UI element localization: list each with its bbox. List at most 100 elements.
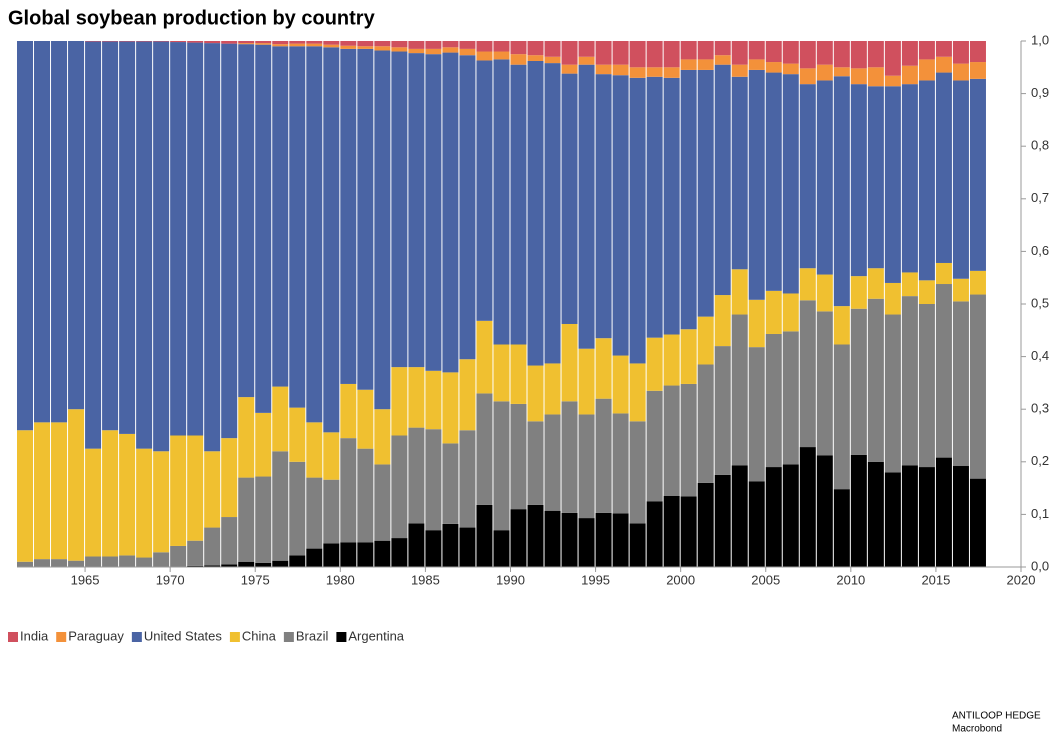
- bar-segment: [782, 74, 799, 294]
- bar-segment: [408, 523, 425, 567]
- bar-segment: [68, 41, 85, 410]
- bar-segment: [187, 540, 204, 566]
- bar-segment: [595, 338, 612, 399]
- bar-segment: [884, 314, 901, 473]
- bar-segment: [595, 512, 612, 567]
- bar-segment: [187, 435, 204, 541]
- bar-segment: [544, 510, 561, 567]
- bar-segment: [119, 555, 136, 567]
- bar-segment: [510, 54, 527, 65]
- x-tick-label: 2010: [836, 572, 865, 587]
- bar-segment: [952, 80, 969, 279]
- bar-segment: [680, 41, 697, 60]
- chart-title: Global soybean production by country: [8, 7, 376, 29]
- bar-segment: [544, 414, 561, 511]
- x-tick-label: 2005: [751, 572, 780, 587]
- bar-segment: [68, 409, 85, 561]
- bar-segment: [170, 435, 187, 546]
- bar-segment: [799, 84, 816, 269]
- bar-segment: [255, 43, 272, 45]
- bar-segment: [816, 41, 833, 65]
- bar-segment: [748, 299, 765, 348]
- bar-segment: [867, 298, 884, 462]
- y-tick-label: 0,3: [1031, 401, 1049, 416]
- bar-segment: [68, 560, 85, 567]
- bar-segment: [595, 41, 612, 65]
- bar-segment: [578, 518, 595, 567]
- bar-segment: [374, 409, 391, 465]
- bar-segment: [782, 464, 799, 567]
- bar-segment: [357, 389, 374, 449]
- bar-segment: [204, 43, 221, 452]
- bar-segment: [272, 451, 289, 561]
- bar-segment: [952, 278, 969, 302]
- bar-segment: [969, 478, 986, 567]
- bar-segment: [697, 69, 714, 317]
- bar-segment: [663, 77, 680, 335]
- bar-segment: [204, 451, 221, 528]
- bar-segment: [935, 457, 952, 567]
- bar-segment: [425, 54, 442, 371]
- bar-segment: [612, 513, 629, 567]
- bar-segment: [238, 397, 255, 478]
- bar-segment: [680, 329, 697, 384]
- bar-segment: [901, 296, 918, 466]
- bar-segment: [867, 67, 884, 87]
- bar-segment: [391, 538, 408, 567]
- bar-segment: [425, 530, 442, 567]
- bar-segment: [289, 407, 306, 462]
- bar-segment: [544, 41, 561, 57]
- bar-segment: [221, 517, 238, 565]
- bar-segment: [578, 41, 595, 57]
- bar-segment: [680, 496, 697, 567]
- bar-segment: [663, 334, 680, 386]
- y-tick-label: 0,7: [1031, 190, 1049, 205]
- bar-segment: [391, 435, 408, 539]
- bar-segment: [544, 56, 561, 64]
- bar-segment: [476, 41, 493, 52]
- bar-segment: [272, 46, 289, 387]
- bar-segment: [918, 304, 935, 468]
- y-tick-label: 0,1: [1031, 506, 1049, 521]
- bar-segment: [918, 59, 935, 81]
- bar-segment: [612, 413, 629, 514]
- bar-segment: [935, 72, 952, 263]
- bar-segment: [731, 314, 748, 466]
- bar-segment: [646, 501, 663, 567]
- bar-segment: [238, 44, 255, 398]
- bar-segment: [680, 69, 697, 330]
- bar-segment: [255, 412, 272, 477]
- bar-segment: [867, 461, 884, 567]
- bar-segment: [340, 383, 357, 439]
- bar-segment: [714, 346, 731, 475]
- bar-segment: [306, 422, 323, 478]
- bar-segment: [493, 344, 510, 402]
- bar-segment: [272, 44, 289, 47]
- bar-segment: [323, 543, 340, 567]
- bar-segment: [561, 401, 578, 513]
- bar-segment: [459, 430, 476, 528]
- bar-segment: [306, 46, 323, 423]
- bar-segment: [391, 41, 408, 48]
- bar-segment: [357, 48, 374, 390]
- bar-segment: [357, 46, 374, 49]
- bar-segment: [731, 41, 748, 65]
- bar-segment: [102, 556, 119, 567]
- bar-segment: [238, 561, 255, 567]
- bar-segment: [357, 542, 374, 567]
- bar-segment: [289, 43, 306, 47]
- legend-label: China: [242, 628, 277, 643]
- bar-segment: [323, 44, 340, 48]
- bar-segment: [663, 67, 680, 78]
- bar-segment: [816, 311, 833, 456]
- bar-segment: [799, 300, 816, 448]
- bar-segment: [748, 347, 765, 482]
- bar-segment: [340, 45, 357, 49]
- bar-segment: [629, 41, 646, 68]
- bar-segment: [238, 41, 255, 44]
- bar-segment: [884, 41, 901, 76]
- bar-segment: [493, 530, 510, 567]
- bar-segment: [272, 41, 289, 45]
- bar-segment: [731, 76, 748, 270]
- x-tick-label: 1990: [496, 572, 525, 587]
